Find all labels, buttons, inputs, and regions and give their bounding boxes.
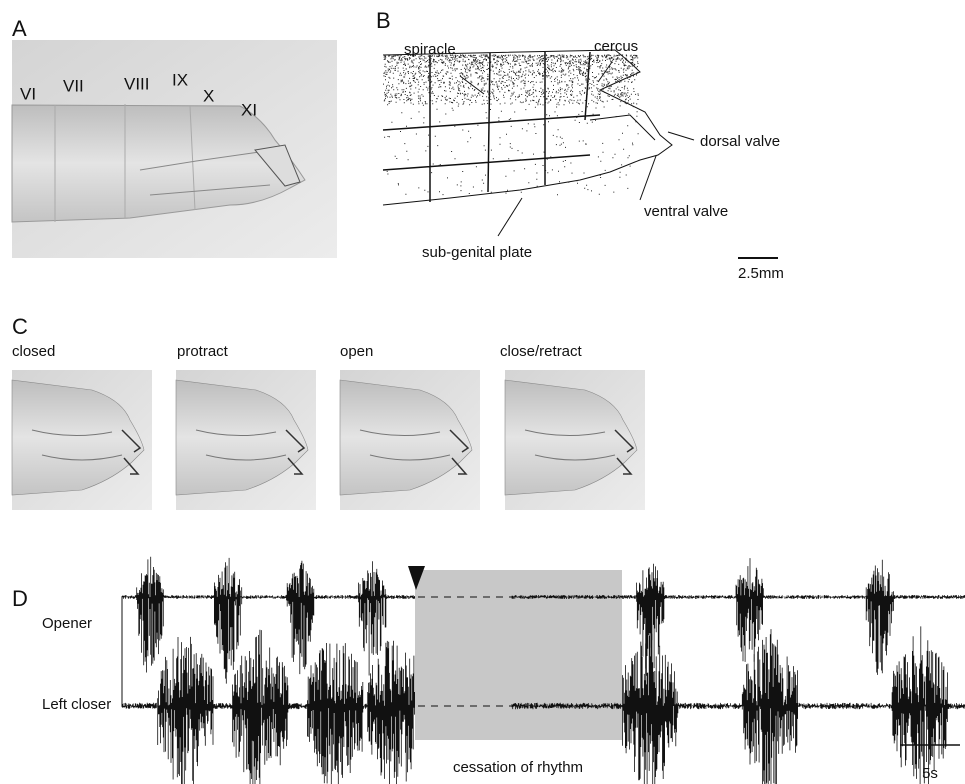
photo [340, 370, 480, 510]
annotation: sub-genital plate [422, 244, 532, 261]
segment-label: VII [63, 76, 84, 95]
panel-label: B [376, 8, 391, 33]
annotation: dorsal valve [700, 133, 780, 150]
segment-label: XI [241, 100, 257, 119]
annotation: spiracle [404, 41, 456, 58]
photo [12, 370, 152, 510]
segment-label: VI [20, 84, 36, 103]
annotation: cessation of rhythm [453, 759, 583, 776]
drawing [383, 50, 778, 258]
trace-label: Opener [42, 615, 92, 632]
frame-label: protract [177, 343, 229, 360]
segment-label: VIII [124, 74, 150, 93]
annotation: cercus [594, 38, 638, 55]
panel-label: D [12, 586, 28, 611]
frame-label: closed [12, 343, 55, 360]
photo [176, 370, 316, 510]
panel-label: A [12, 16, 27, 41]
frame-label: open [340, 343, 373, 360]
scale-bar-label: 2.5mm [738, 265, 784, 282]
photo [505, 370, 645, 510]
segment-label: X [203, 86, 214, 105]
trace-label: Left closer [42, 696, 111, 713]
shaded-region [415, 570, 622, 740]
segment-label: IX [172, 70, 188, 89]
panel-label: C [12, 314, 28, 339]
figure: A VI VII VIII IX X XI B spiracle cercus … [0, 0, 965, 784]
annotation: ventral valve [644, 203, 728, 220]
stipple [383, 55, 639, 195]
frame-label: close/retract [500, 343, 583, 360]
scale-bar-label: 5s [922, 765, 938, 782]
stipple-dots [383, 55, 639, 195]
